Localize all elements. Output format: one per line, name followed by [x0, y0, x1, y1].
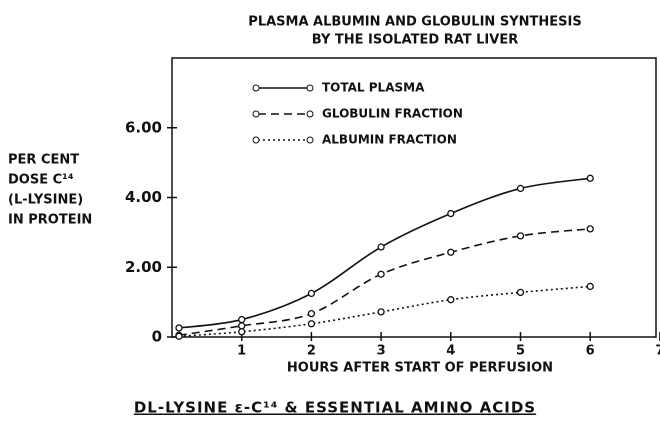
point — [447, 296, 455, 304]
point — [377, 270, 385, 278]
legend-label: ALBUMIN FRACTION — [322, 133, 457, 147]
x-tick-label: 7 — [655, 344, 660, 359]
y-tick-label: 0 — [152, 328, 162, 346]
y-tick-label: 6.00 — [125, 118, 162, 136]
legend-marker — [252, 110, 260, 118]
legend-marker — [252, 136, 260, 144]
point — [586, 174, 594, 182]
point — [447, 248, 455, 256]
y-axis-label: (L-LYSINE) — [8, 193, 83, 208]
series-line — [178, 177, 591, 329]
point — [238, 315, 246, 324]
legend-marker — [306, 84, 314, 92]
point — [238, 322, 246, 330]
y-tick-label: 4.00 — [125, 188, 162, 206]
point — [175, 332, 183, 340]
caption: DL-LYSINE ε-C¹⁴ & ESSENTIAL AMINO ACIDS — [134, 399, 536, 417]
legend-label: GLOBULIN FRACTION — [322, 107, 463, 121]
point — [516, 232, 525, 240]
chart-title: PLASMA ALBUMIN AND GLOBULIN SYNTHESIS — [248, 15, 581, 30]
point — [586, 225, 594, 233]
y-tick-label: 2.00 — [125, 258, 162, 276]
y-axis-label: DOSE C¹⁴ — [8, 173, 74, 188]
point — [447, 209, 455, 218]
point — [516, 288, 525, 297]
y-axis-label: IN PROTEIN — [8, 213, 92, 228]
x-tick-label: 2 — [307, 344, 316, 359]
point — [307, 320, 316, 328]
x-tick-label: 1 — [237, 344, 246, 359]
x-tick-label: 5 — [516, 344, 525, 359]
legend-marker — [306, 110, 314, 118]
x-tick-label: 4 — [446, 344, 455, 359]
point — [307, 289, 316, 298]
point — [238, 328, 246, 336]
y-axis-label: PER CENT — [8, 153, 79, 168]
point — [516, 184, 525, 193]
point — [307, 309, 316, 318]
plot-frame — [171, 57, 657, 338]
legend-marker — [306, 136, 314, 144]
x-tick-label: 3 — [377, 344, 386, 359]
point — [377, 308, 385, 316]
x-axis-label: HOURS AFTER START OF PERFUSION — [287, 361, 553, 376]
x-tick-label: 6 — [586, 344, 595, 359]
point — [586, 282, 594, 291]
legend-label: TOTAL PLASMA — [322, 81, 425, 95]
point — [377, 243, 385, 251]
point — [175, 324, 183, 332]
legend-marker — [252, 84, 260, 92]
chart-title: BY THE ISOLATED RAT LIVER — [312, 33, 518, 48]
